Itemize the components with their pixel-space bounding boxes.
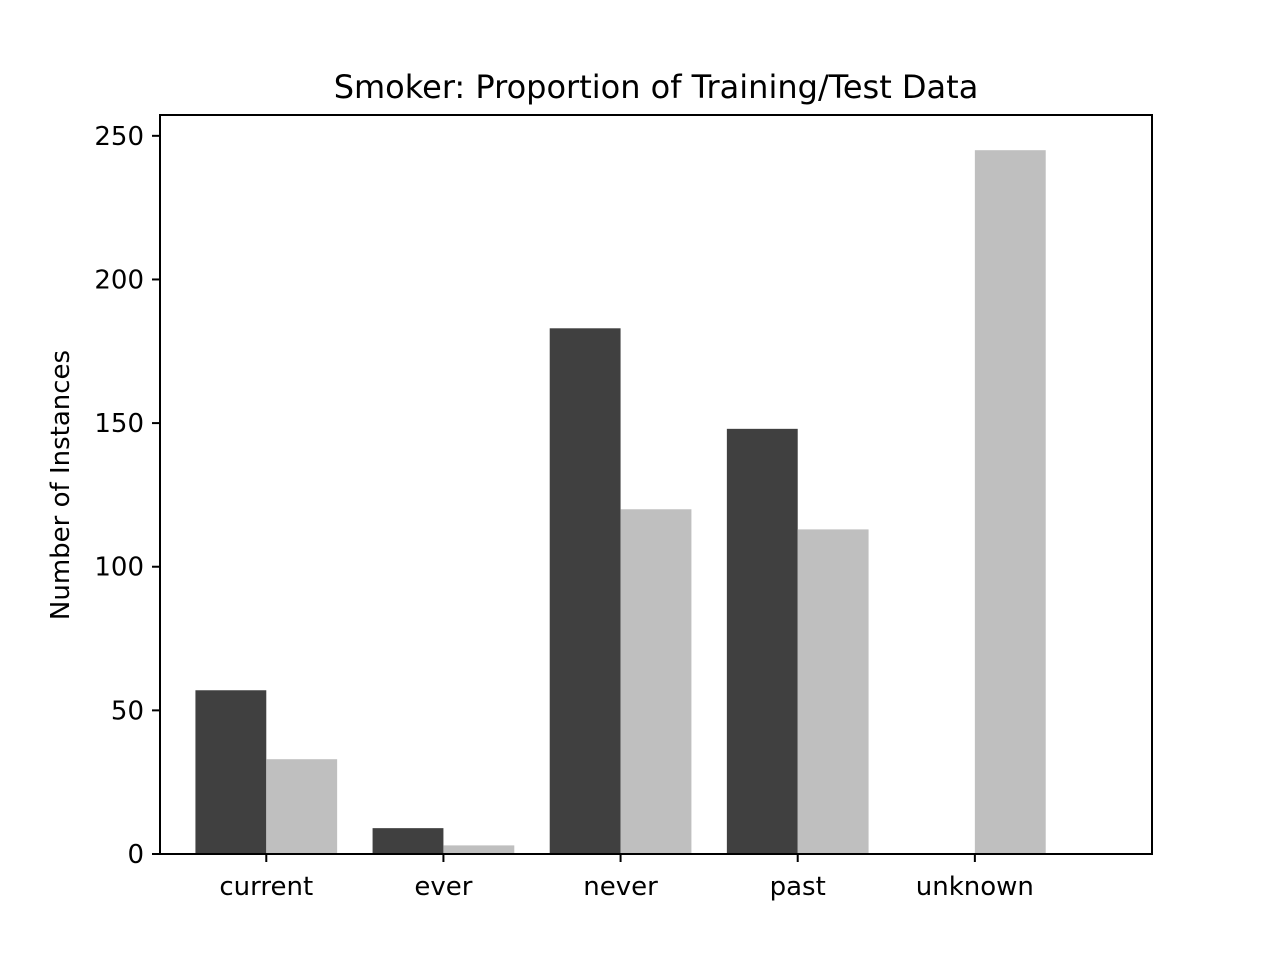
bar-current-series-1 xyxy=(195,690,267,854)
bar-unknown-series-2 xyxy=(974,150,1046,854)
bar-current-series-2 xyxy=(266,759,338,854)
y-tick-label-50: 50 xyxy=(111,696,144,726)
x-tick-label-ever: ever xyxy=(414,872,472,902)
chart-title: Smoker: Proportion of Training/Test Data xyxy=(334,68,979,106)
bar-never-series-2 xyxy=(620,509,692,854)
y-axis-label: Number of Instances xyxy=(46,350,76,620)
x-tick-label-never: never xyxy=(583,872,658,902)
axes-group: current ever never past unknown 0 50 100 150 200 2… xyxy=(94,122,1034,902)
y-tick-label-200: 200 xyxy=(94,265,144,295)
x-tick-label-past: past xyxy=(770,872,826,902)
x-tick-label-unknown: unknown xyxy=(916,872,1034,902)
y-tick-label-0: 0 xyxy=(127,840,144,870)
bar-ever-series-1 xyxy=(372,828,444,854)
plot-frame xyxy=(159,114,1153,855)
x-tick-label-current: current xyxy=(219,872,313,902)
y-tick-label-100: 100 xyxy=(94,553,144,583)
y-tick-label-150: 150 xyxy=(94,409,144,439)
bars-group xyxy=(195,150,1046,854)
bar-past-series-1 xyxy=(726,428,798,854)
y-tick-label-250: 250 xyxy=(94,122,144,152)
bar-never-series-1 xyxy=(549,328,621,854)
bar-past-series-2 xyxy=(797,529,869,854)
bar-ever-series-2 xyxy=(443,845,515,854)
